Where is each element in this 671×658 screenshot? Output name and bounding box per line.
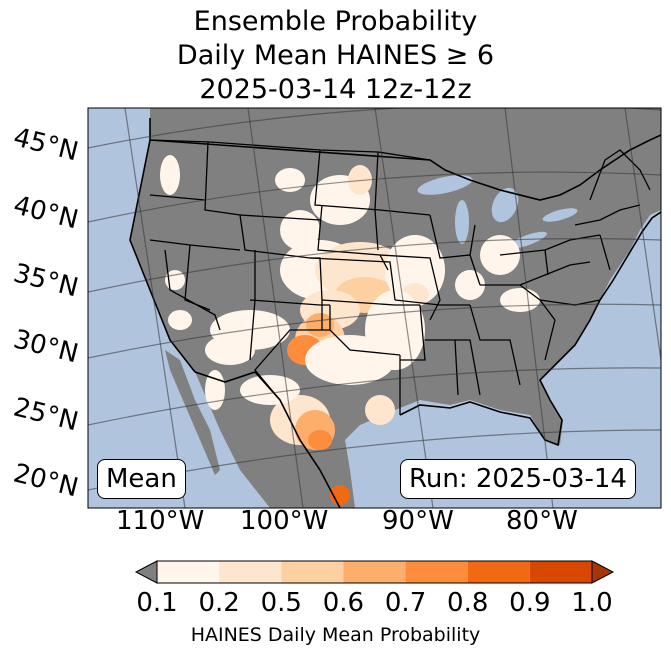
mean-label-box: Mean xyxy=(97,459,186,499)
colorbar-tick-label: 0.2 xyxy=(198,588,240,618)
colorbar-tick-label: 0.6 xyxy=(322,588,365,618)
probability-blob xyxy=(305,335,395,385)
run-label-box: Run: 2025-03-14 xyxy=(400,459,636,499)
colorbar-swatch xyxy=(467,561,530,583)
colorbar-tick-label: 0.1 xyxy=(136,588,178,618)
colorbar-tick-label: 1.0 xyxy=(571,588,613,618)
probability-blob xyxy=(160,155,180,195)
probability-blob xyxy=(365,395,395,425)
colorbar-tick-label: 0.9 xyxy=(509,588,551,618)
state-borders xyxy=(149,139,651,415)
coastline xyxy=(129,118,661,508)
probability-blob xyxy=(500,288,540,312)
probability-blob xyxy=(205,335,255,365)
mexico-land xyxy=(195,372,340,508)
colorbar-swatch xyxy=(281,561,344,583)
probability-blob xyxy=(308,430,332,450)
colorbar-tick-label: 0.5 xyxy=(260,588,302,618)
colorbar-label: HAINES Daily Mean Probability xyxy=(190,624,481,646)
colorbar-swatch xyxy=(405,561,468,583)
graticule xyxy=(88,108,661,508)
colorbar-over-arrow xyxy=(591,560,615,584)
colorbar-under-arrow xyxy=(134,560,158,584)
colorbar-swatch xyxy=(529,561,592,583)
map-frame xyxy=(87,107,662,509)
probability-blob xyxy=(275,168,305,192)
colorbar-frame xyxy=(156,560,593,584)
lon-label-90w: 90°W xyxy=(382,506,454,536)
colorbar-swatch xyxy=(343,561,406,583)
baja-land xyxy=(165,350,220,475)
colorbar-swatch xyxy=(157,561,220,583)
title-line-1: Ensemble Probability xyxy=(193,6,478,37)
colorbar-tick-label: 0.7 xyxy=(384,588,427,618)
probability-blob xyxy=(306,313,334,337)
lon-label-80w: 80°W xyxy=(506,506,578,536)
colorbar-tick-label: 0.8 xyxy=(447,588,489,618)
title-line-2: Daily Mean HAINES ≥ 6 xyxy=(176,40,495,71)
probability-blob xyxy=(168,310,192,330)
colorbar-swatch xyxy=(219,561,282,583)
title-line-3: 2025-03-14 12z-12z xyxy=(199,74,472,105)
lon-label-110w: 110°W xyxy=(116,506,205,536)
colorbar xyxy=(134,560,615,584)
probability-blob xyxy=(385,235,445,305)
lon-label-100w: 100°W xyxy=(240,506,329,536)
great-lakes xyxy=(417,175,578,249)
